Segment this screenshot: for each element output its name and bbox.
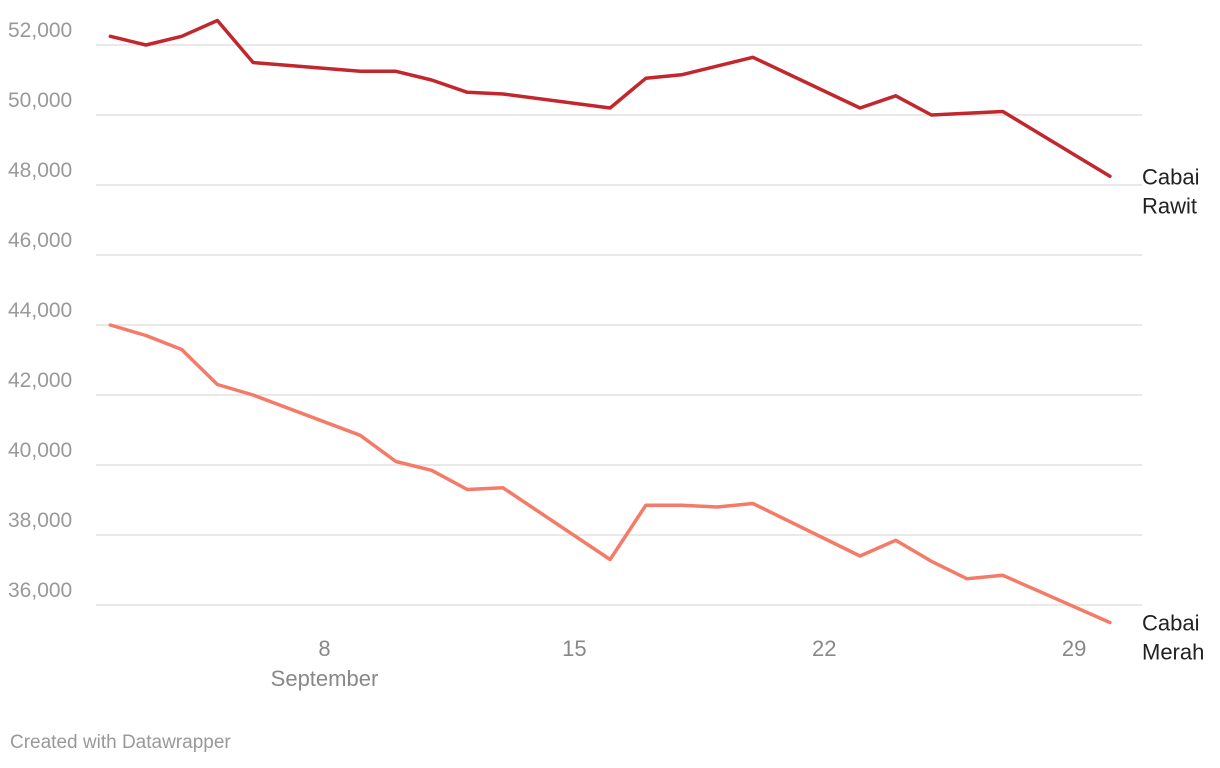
y-tick-label: 42,000: [8, 369, 72, 392]
series-label-line: Cabai: [1142, 164, 1199, 189]
x-tick-label: 29: [1062, 636, 1086, 661]
series-label-cabai-merah: Cabai Merah: [1142, 611, 1204, 665]
x-month-label: September: [271, 666, 379, 691]
y-tick-label: 44,000: [8, 299, 72, 322]
y-tick-label: 50,000: [8, 89, 72, 112]
series-line-cabai-rawit: [108, 18, 1112, 178]
series-label-line: Merah: [1142, 640, 1204, 665]
x-axis-tick-labels: 8 15 22 29 September: [271, 636, 1087, 691]
y-axis-tick-labels: 36,000 38,000 40,000 42,000 44,000 46,000 48,0…: [8, 19, 72, 602]
x-tick-label: 15: [562, 636, 586, 661]
y-tick-label: 36,000: [8, 579, 72, 602]
gridlines: [96, 44, 1142, 606]
y-tick-label: 52,000: [8, 19, 72, 42]
series-label-cabai-rawit: Cabai Rawit: [1142, 164, 1199, 218]
series-labels: Cabai Rawit Cabai Merah: [1142, 164, 1204, 664]
x-tick-label: 8: [318, 636, 330, 661]
y-tick-label: 46,000: [8, 229, 72, 252]
datawrapper-credit: Created with Datawrapper: [10, 732, 231, 753]
y-tick-label: 48,000: [8, 159, 72, 182]
series-label-line: Cabai: [1142, 611, 1199, 636]
y-tick-label: 38,000: [8, 509, 72, 532]
x-tick-label: 22: [812, 636, 836, 661]
y-tick-label: 40,000: [8, 439, 72, 462]
series-lines: [108, 18, 1112, 625]
series-line-cabai-merah: [108, 323, 1112, 625]
series-label-line: Rawit: [1142, 193, 1197, 218]
